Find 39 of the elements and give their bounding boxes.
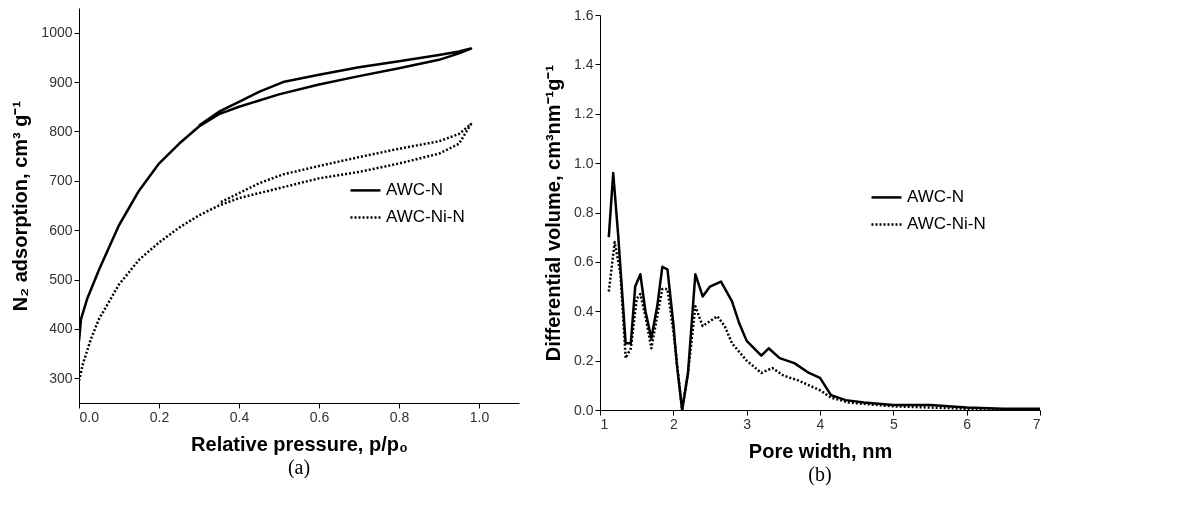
x-tick-label: 0.2 [149, 408, 170, 425]
x-tick-label: 4 [816, 415, 825, 432]
y-tick-label: 0.4 [574, 302, 594, 319]
x-tick-label: 0.4 [229, 408, 250, 425]
x-tick-label: 0.0 [79, 408, 100, 425]
y-tick-label: 1.2 [574, 105, 594, 122]
y-tick-label: 300 [49, 369, 73, 386]
x-tick-label: 1.0 [469, 408, 490, 425]
text: (b) [808, 463, 832, 486]
text: (a) [287, 456, 311, 479]
y-tick-label: 1.6 [574, 6, 594, 23]
legend-label: AWC-Ni-N [907, 214, 986, 234]
y-tick-label: 800 [49, 122, 73, 139]
y-tick-label: 1.0 [574, 154, 594, 171]
y-tick-label: 1000 [41, 24, 73, 41]
legend-label: AWC-N [907, 187, 964, 207]
y-tick-label: 500 [49, 271, 73, 288]
y-tick-label: 1.4 [574, 55, 594, 72]
y-tick-label: 700 [49, 172, 73, 189]
y-tick-label: 0.2 [574, 352, 594, 369]
x-tick-label: 1 [600, 415, 609, 432]
y-axis-title: Differential volume, cm³nm⁻¹g⁻¹ [542, 64, 565, 362]
legend-label: AWC-Ni-N [386, 207, 465, 227]
x-tick-label: 0.8 [389, 408, 410, 425]
x-tick-label: 0.6 [309, 408, 330, 425]
y-tick-label: 0.8 [574, 204, 594, 220]
y-tick-label: 600 [49, 221, 73, 238]
y-axis-title: N₂ adsorption, cm³ g⁻¹ [9, 100, 32, 312]
y-tick-label: 0.6 [574, 253, 594, 270]
x-tick-label: 6 [963, 415, 972, 432]
y-tick-label: 900 [49, 73, 73, 90]
x-tick-label: 3 [743, 415, 752, 432]
x-tick-label: 2 [669, 415, 678, 432]
x-axis-title: Relative pressure, p/p₀ [191, 432, 408, 455]
x-axis-title: Pore width, nm [748, 439, 893, 462]
x-tick-label: 5 [889, 415, 898, 432]
y-tick-label: 400 [49, 320, 73, 337]
x-tick-label: 7 [1032, 415, 1041, 432]
legend-label: AWC-N [386, 180, 443, 200]
